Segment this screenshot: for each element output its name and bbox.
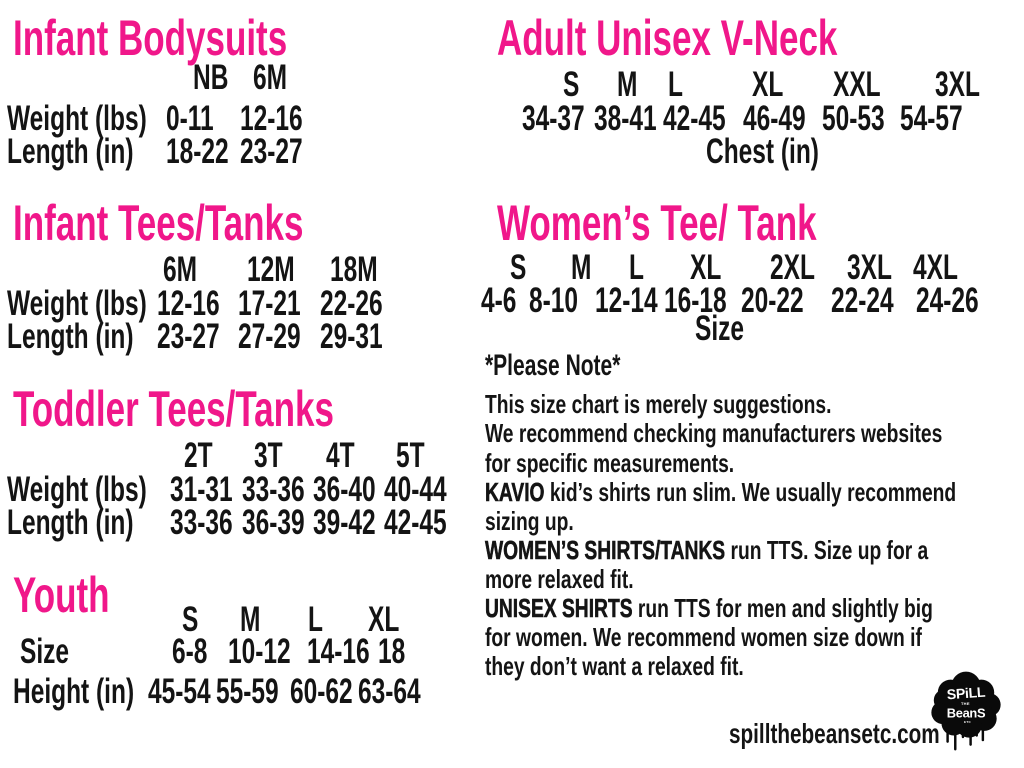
svg-text:THE: THE	[961, 701, 970, 706]
svg-text:BeanS: BeanS	[947, 706, 986, 721]
svg-text:SPiLL: SPiLL	[946, 684, 986, 703]
svg-text:ETC: ETC	[964, 720, 972, 724]
